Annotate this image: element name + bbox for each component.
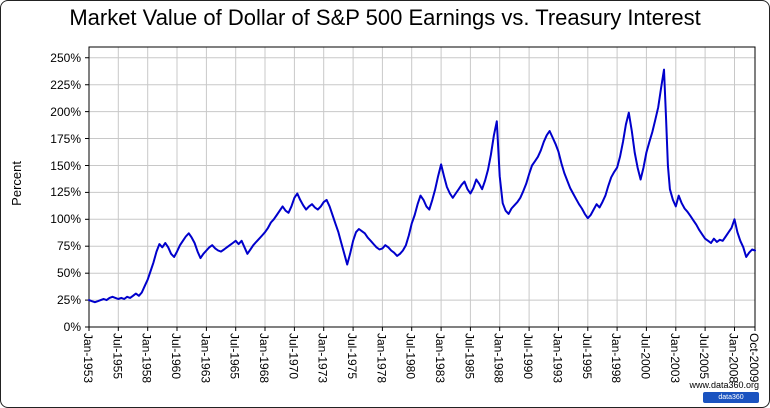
x-tick-label: Jan-1968 <box>257 333 271 384</box>
x-tick-label: Jan-1993 <box>550 333 565 384</box>
y-tick-label: 100% <box>50 212 81 227</box>
x-tick-label: Jul-1980 <box>403 333 418 380</box>
x-tick-label: Jan-1958 <box>139 333 154 384</box>
y-tick-label: 0% <box>63 320 81 334</box>
x-tick-label: Jul-1960 <box>169 333 183 380</box>
x-tick-label: Jan-1978 <box>374 333 389 384</box>
y-tick-label: 75% <box>56 239 81 254</box>
x-tick-label: Jul-1975 <box>345 333 360 380</box>
x-tick-label: Jan-1998 <box>609 333 624 384</box>
y-tick-label: 175% <box>50 131 81 146</box>
data360-logo: data360 <box>703 392 759 403</box>
y-tick-label: 25% <box>56 293 81 308</box>
x-tick-label: Jul-2005 <box>697 333 712 380</box>
x-tick-label: Jul-1970 <box>286 333 301 380</box>
chart-title: Market Value of Dollar of S&P 500 Earnin… <box>69 5 701 30</box>
x-tick-label: Jul-1955 <box>110 333 125 380</box>
x-tick-label: Jan-1963 <box>198 333 213 384</box>
x-tick-label: Jan-2008 <box>726 333 741 384</box>
x-tick-label: Oct-2009 <box>747 333 761 383</box>
plot-border <box>88 46 756 328</box>
plot-area <box>85 46 756 331</box>
x-tick-label: Jan-1973 <box>315 333 330 384</box>
data-line <box>88 68 756 304</box>
x-tick-label: Jul-1985 <box>462 333 477 380</box>
y-tick-label: 50% <box>56 266 81 281</box>
y-tick-label: 150% <box>50 158 81 173</box>
y-tick-label: 250% <box>50 50 81 65</box>
x-tick-label: Jan-1988 <box>491 333 506 384</box>
x-tick-label: Jul-1965 <box>227 333 242 380</box>
x-tick-label: Jan-1953 <box>81 333 95 384</box>
x-tick-label: Jan-2003 <box>667 333 682 384</box>
y-axis-title: Percent <box>9 161 24 206</box>
y-tick-label: 125% <box>50 185 81 200</box>
x-tick-label: Jul-1990 <box>521 333 536 380</box>
y-tick-label: 225% <box>50 77 81 92</box>
x-tick-label: Jan-1983 <box>433 333 448 384</box>
y-tick-label: 200% <box>50 104 81 119</box>
x-tick-label: Jul-2000 <box>638 333 653 380</box>
x-tick-label: Jul-1995 <box>579 333 594 380</box>
watermark-url: www.data360.org <box>689 380 759 390</box>
